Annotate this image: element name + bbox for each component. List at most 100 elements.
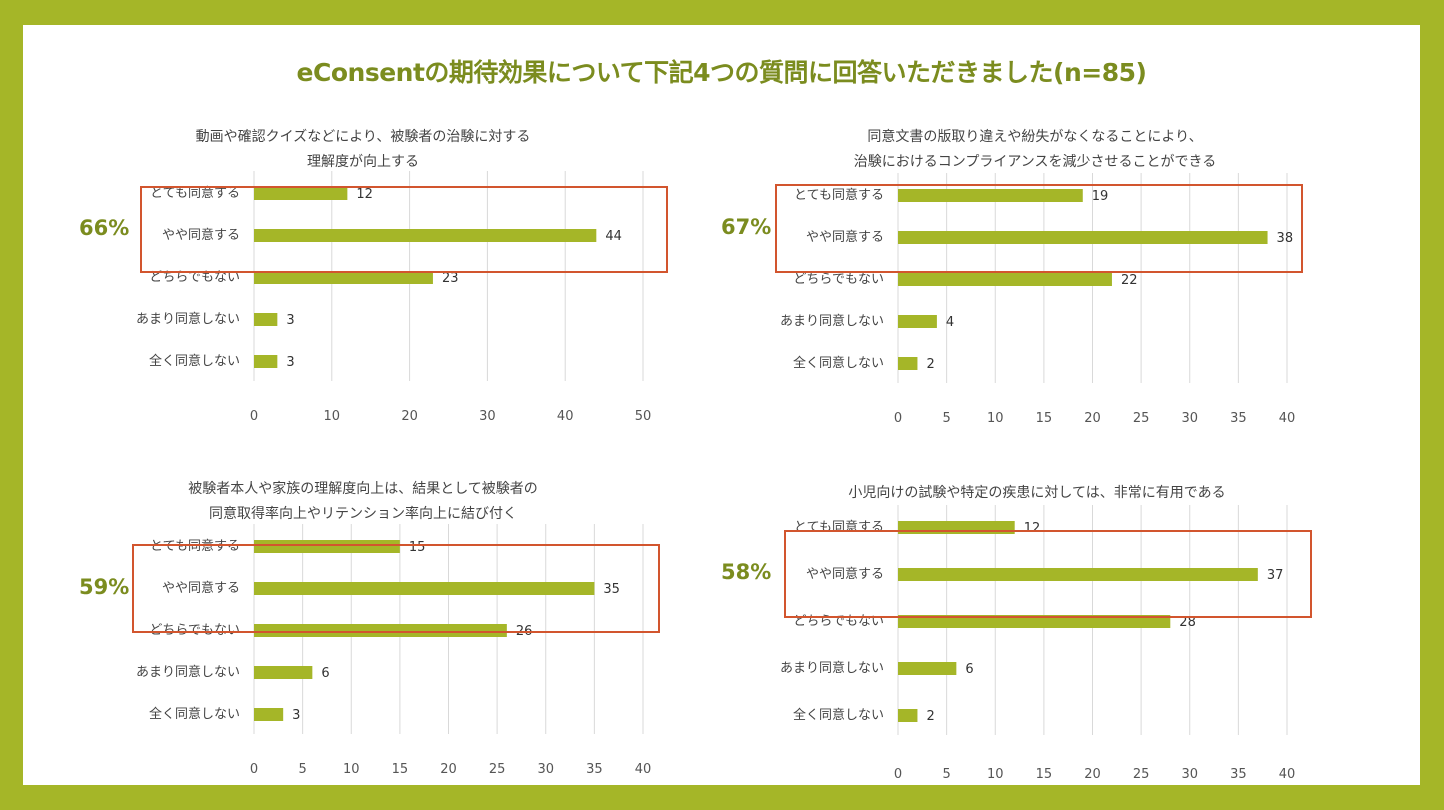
bar: [898, 273, 1112, 286]
tick-label: 10: [324, 409, 341, 424]
category-label: あまり同意しない: [136, 664, 240, 680]
data-label: 3: [292, 708, 300, 723]
tick-label: 50: [635, 409, 652, 424]
category-label: 全く同意しない: [793, 355, 884, 371]
category-label: やや同意する: [806, 229, 884, 245]
category-label: やや同意する: [162, 580, 240, 596]
highlight-box: [132, 544, 660, 633]
chart-title-line: 治験におけるコンプライアンスを減少させることができる: [853, 154, 1217, 170]
category-label: 全く同意しない: [149, 706, 240, 722]
category-label: どちらでもない: [149, 270, 240, 285]
category-label: とても同意する: [150, 538, 240, 554]
chart-pediatric: 小児向けの試験や特定の疾患に対しては、非常に有用である とても同意する 12 やや同意…: [667, 477, 1367, 797]
tick-label: 15: [1036, 411, 1053, 426]
category-label: やや同意する: [162, 227, 240, 243]
category-label: どちらでもない: [149, 623, 240, 638]
bar: [254, 229, 597, 242]
tick-label: 40: [635, 762, 652, 777]
chart-compliance: 同意文書の版取り違えや紛失がなくなることにより、 治験におけるコンプライアンスを減…: [667, 125, 1367, 445]
chart-title-line: 理解度が向上する: [307, 154, 419, 170]
tick-label: 0: [250, 409, 258, 424]
bar: [898, 189, 1083, 202]
data-label: 28: [1179, 615, 1196, 630]
data-label: 2: [926, 357, 934, 372]
tick-label: 35: [1230, 767, 1247, 782]
tick-label: 30: [1181, 411, 1198, 426]
tick-label: 10: [987, 411, 1004, 426]
bar-chart-svg: とても同意する 19 やや同意する 38 どちらでもない 22 あまり同意しない 4 全く同意し…: [780, 173, 1296, 426]
tick-label: 20: [1084, 411, 1101, 426]
bar: [254, 187, 348, 200]
category-label: どちらでもない: [793, 272, 884, 287]
data-label: 35: [603, 582, 620, 597]
category-label: あまり同意しない: [780, 313, 884, 329]
tick-label: 40: [1279, 767, 1296, 782]
data-label: 6: [965, 662, 973, 677]
tick-label: 25: [489, 762, 506, 777]
tick-label: 25: [1133, 767, 1150, 782]
tick-label: 40: [1279, 411, 1296, 426]
category-label: あまり同意しない: [780, 660, 884, 676]
data-label: 37: [1267, 568, 1284, 583]
tick-label: 0: [250, 762, 258, 777]
bar: [254, 313, 278, 326]
bar: [898, 709, 918, 722]
highlight-box: [784, 530, 1312, 618]
tick-label: 20: [1084, 767, 1101, 782]
tick-label: 10: [987, 767, 1004, 782]
category-label: あまり同意しない: [136, 311, 240, 327]
tick-label: 30: [1181, 767, 1198, 782]
data-label: 15: [409, 540, 426, 555]
category-label: とても同意する: [150, 185, 240, 201]
data-label: 23: [442, 271, 459, 286]
tick-label: 5: [942, 411, 950, 426]
tick-label: 0: [894, 411, 902, 426]
chart-title-line: 被験者本人や家族の理解度向上は、結果として被験者の: [188, 481, 538, 497]
category-label: 全く同意しない: [149, 353, 240, 369]
tick-label: 35: [1230, 411, 1247, 426]
tick-label: 30: [537, 762, 554, 777]
chart-title: 被験者本人や家族の理解度向上は、結果として被験者の 同意取得率向上やリテンション率…: [23, 477, 703, 527]
tick-label: 30: [479, 409, 496, 424]
tick-label: 15: [1036, 767, 1053, 782]
data-label: 2: [926, 709, 934, 724]
chart-title-line: 小児向けの試験や特定の疾患に対しては、非常に有用である: [848, 485, 1226, 501]
tick-label: 25: [1133, 411, 1150, 426]
agree-percent: 67%: [721, 214, 772, 239]
agree-percent: 58%: [721, 560, 772, 584]
tick-label: 5: [942, 767, 950, 782]
chart-title-line: 動画や確認クイズなどにより、被験者の治験に対する: [195, 129, 531, 145]
page-title: eConsentの期待効果について下記4つの質問に回答いただきました(n=85): [296, 58, 1147, 87]
tick-label: 20: [401, 409, 418, 424]
data-label: 3: [286, 355, 294, 370]
category-label: とても同意する: [794, 187, 884, 203]
bar: [254, 624, 507, 637]
tick-label: 10: [343, 762, 360, 777]
bar: [254, 582, 595, 595]
highlight-box: [140, 186, 668, 273]
bar: [254, 355, 278, 368]
bar: [898, 357, 918, 370]
tick-label: 5: [298, 762, 306, 777]
highlight-box: [775, 184, 1303, 273]
bar: [254, 708, 284, 721]
data-label: 22: [1121, 273, 1138, 288]
chart-title: 小児向けの試験や特定の疾患に対しては、非常に有用である: [667, 481, 1407, 506]
bar: [898, 315, 937, 328]
tick-label: 0: [894, 767, 902, 782]
data-label: 12: [1024, 521, 1041, 536]
data-label: 12: [356, 187, 373, 202]
bar: [898, 615, 1171, 628]
bar: [898, 231, 1268, 244]
tick-label: 35: [586, 762, 603, 777]
bar-chart-svg: とても同意する 12 やや同意する 44 どちらでもない 23 あまり同意しない 3 全く同意し…: [136, 171, 652, 424]
chart-title: 同意文書の版取り違えや紛失がなくなることにより、 治験におけるコンプライアンスを減…: [667, 125, 1403, 175]
bar: [898, 568, 1258, 581]
bar: [898, 662, 957, 675]
tick-label: 15: [392, 762, 409, 777]
chart-title-line: 同意文書の版取り違えや紛失がなくなることにより、: [867, 129, 1203, 145]
bar: [254, 540, 400, 553]
data-label: 6: [321, 666, 329, 681]
